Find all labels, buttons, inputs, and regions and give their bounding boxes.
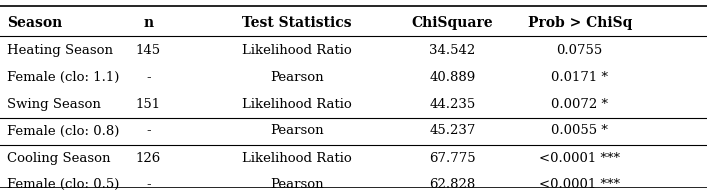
Text: -: - <box>146 178 151 191</box>
Text: Test Statistics: Test Statistics <box>242 16 352 30</box>
Text: -: - <box>146 124 151 137</box>
Text: <0.0001 ***: <0.0001 *** <box>539 178 620 191</box>
Text: Likelihood Ratio: Likelihood Ratio <box>242 152 352 165</box>
Text: Female (clo: 0.5): Female (clo: 0.5) <box>7 178 119 191</box>
Text: 0.0171 *: 0.0171 * <box>551 71 608 84</box>
Text: 145: 145 <box>136 44 161 57</box>
Text: ChiSquare: ChiSquare <box>411 16 493 30</box>
Text: 0.0055 *: 0.0055 * <box>551 124 608 137</box>
Text: Cooling Season: Cooling Season <box>7 152 110 165</box>
Text: Female (clo: 0.8): Female (clo: 0.8) <box>7 124 119 137</box>
Text: Pearson: Pearson <box>270 178 324 191</box>
Text: 151: 151 <box>136 98 161 111</box>
Text: 67.775: 67.775 <box>429 152 476 165</box>
Text: 44.235: 44.235 <box>429 98 476 111</box>
Text: Female (clo: 1.1): Female (clo: 1.1) <box>7 71 119 84</box>
Text: 45.237: 45.237 <box>429 124 476 137</box>
Text: Swing Season: Swing Season <box>7 98 101 111</box>
Text: Likelihood Ratio: Likelihood Ratio <box>242 98 352 111</box>
Text: Heating Season: Heating Season <box>7 44 113 57</box>
Text: Season: Season <box>7 16 62 30</box>
Text: 34.542: 34.542 <box>429 44 476 57</box>
Text: <0.0001 ***: <0.0001 *** <box>539 152 620 165</box>
Text: Pearson: Pearson <box>270 124 324 137</box>
Text: -: - <box>146 71 151 84</box>
Text: 62.828: 62.828 <box>429 178 476 191</box>
Text: 0.0072 *: 0.0072 * <box>551 98 608 111</box>
Text: Pearson: Pearson <box>270 71 324 84</box>
Text: 0.0755: 0.0755 <box>556 44 603 57</box>
Text: 126: 126 <box>136 152 161 165</box>
Text: Prob > ChiSq: Prob > ChiSq <box>527 16 632 30</box>
Text: n: n <box>144 16 153 30</box>
Text: 40.889: 40.889 <box>429 71 476 84</box>
Text: Likelihood Ratio: Likelihood Ratio <box>242 44 352 57</box>
